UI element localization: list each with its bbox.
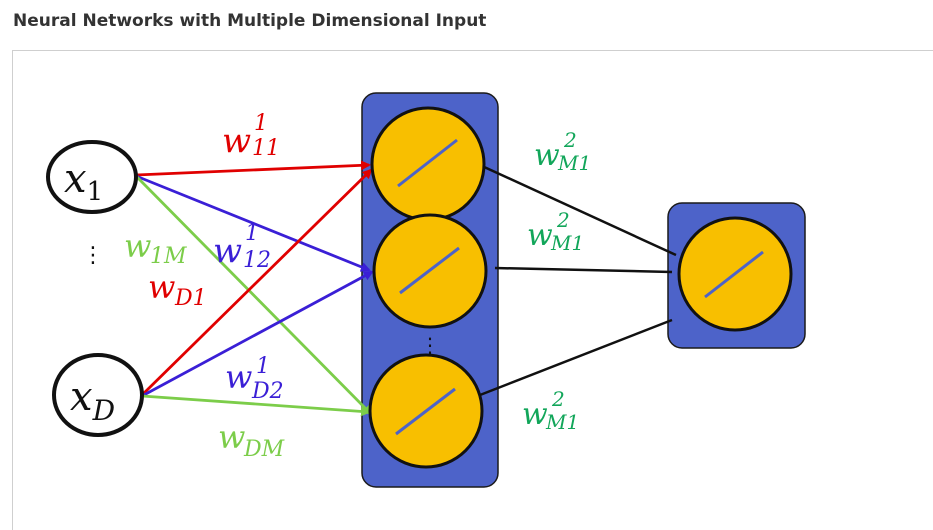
hidden-neuron-2 [372, 213, 488, 329]
weight-label-w11: w 1 11 [222, 111, 280, 161]
weight-label-wD1: w D1 [148, 268, 207, 311]
svg-text:1M: 1M [150, 244, 187, 269]
svg-text:xD: xD [70, 374, 115, 427]
svg-text:1: 1 [256, 354, 270, 379]
svg-text:w: w [213, 231, 242, 271]
weight-label-wD2: w 1 D2 [225, 354, 284, 404]
hidden-neuron-1 [370, 106, 486, 222]
input-x1-sub: 1 [87, 177, 104, 207]
page-title: Neural Networks with Multiple Dimensiona… [13, 11, 487, 31]
svg-text:w: w [225, 358, 252, 396]
edge-h1-output [481, 164, 677, 257]
input-xD-main: x [70, 374, 93, 420]
input-node-xD: xD [52, 353, 144, 437]
weight-label-w12: w 1 12 [213, 221, 271, 273]
svg-text:2: 2 [556, 208, 570, 232]
hidden-ellipsis: ⋮ [420, 333, 440, 357]
svg-text:2: 2 [563, 128, 577, 152]
svg-text:w: w [222, 121, 251, 161]
edge-xD-h1 [141, 168, 373, 396]
svg-text:1: 1 [254, 111, 268, 136]
svg-text:w: w [527, 218, 553, 253]
linear-activation-icon [395, 387, 456, 436]
svg-text:w: w [218, 418, 245, 456]
svg-text:M1: M1 [550, 231, 584, 255]
linear-activation-icon [704, 250, 764, 299]
svg-text:w: w [148, 268, 175, 306]
svg-text:w: w [534, 138, 560, 173]
edge-h3-output [479, 318, 673, 397]
svg-text:w: w [124, 227, 151, 265]
svg-text:M1: M1 [545, 410, 579, 434]
edge-x1-h1 [135, 160, 371, 177]
figure-frame [12, 50, 933, 530]
edge-x1-hM [135, 175, 373, 416]
input-xD-sub: D [92, 394, 115, 427]
svg-text:M1: M1 [557, 151, 591, 175]
input-ellipsis: ⋮ [82, 243, 104, 268]
input-node-x1: x1 [46, 140, 138, 214]
weight-label-wDM: w DM [218, 418, 285, 462]
weight-label-w1M: w 1M [124, 227, 187, 269]
output-neuron [677, 216, 793, 332]
svg-text:D1: D1 [174, 286, 207, 311]
edge-xD-h2 [141, 270, 374, 398]
linear-activation-icon [397, 138, 458, 188]
hidden-neuron-M [368, 353, 484, 469]
svg-text:w: w [522, 397, 548, 432]
edge-h2-output [494, 266, 673, 274]
linear-activation-icon [399, 246, 460, 295]
svg-text:D2: D2 [251, 379, 284, 404]
svg-text:11: 11 [252, 136, 280, 161]
svg-text:1: 1 [245, 221, 259, 246]
svg-text:DM: DM [243, 437, 285, 462]
weight-label-wM1-top: w 2 M1 [534, 128, 591, 175]
edge-xD-hM [141, 394, 371, 417]
svg-text:x1: x1 [64, 156, 103, 207]
svg-text:12: 12 [243, 248, 271, 273]
weight-label-wM1-mid: w 2 M1 [527, 208, 584, 255]
input-x1-main: x [64, 156, 87, 202]
weight-label-wM1-bot: w 2 M1 [522, 387, 579, 434]
edge-x1-h2 [135, 174, 371, 272]
svg-text:2: 2 [551, 387, 565, 411]
